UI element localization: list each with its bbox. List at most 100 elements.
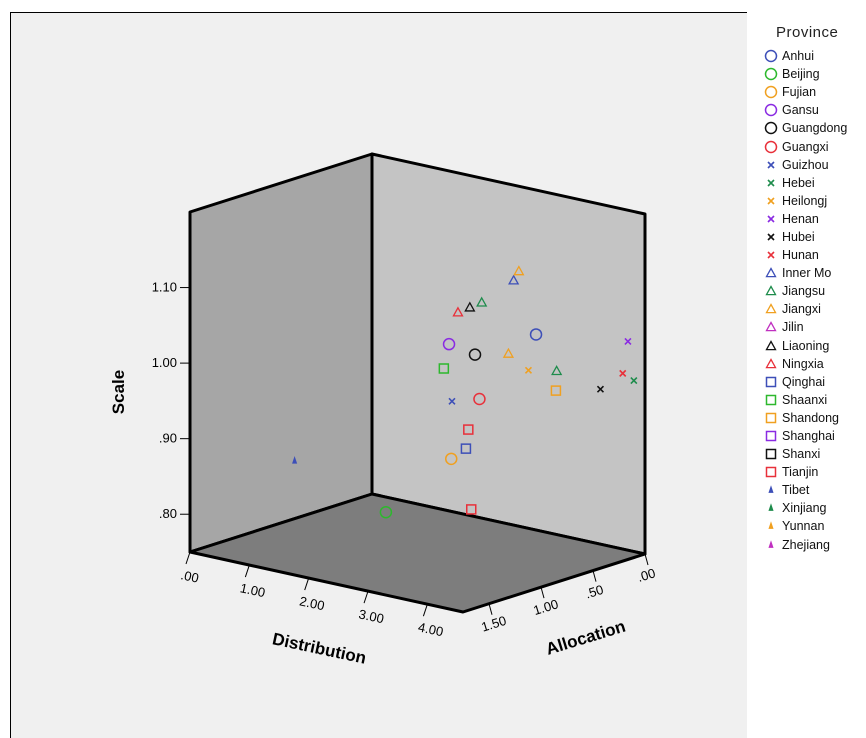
y-axis-label: Scale <box>109 370 128 414</box>
legend-item: Anhui <box>764 47 864 65</box>
legend-label: Hunan <box>782 248 819 263</box>
legend-item: Heilongj <box>764 192 864 210</box>
x-tick-label: 4.00 <box>417 619 445 639</box>
y-tick-label: .90 <box>159 431 177 446</box>
data-point <box>448 397 456 405</box>
legend-marker <box>765 376 777 387</box>
legend-marker <box>764 85 778 99</box>
legend-marker <box>764 122 778 135</box>
data-point <box>438 363 450 374</box>
legend-item: Gansu <box>764 101 864 119</box>
legend-marker <box>765 321 777 332</box>
legend-marker <box>765 448 777 460</box>
legend-label: Zhejiang <box>782 537 830 552</box>
legend-label: Henan <box>782 211 819 226</box>
x-tick <box>244 564 250 578</box>
scatter-3d-chart: .80 .90 1.00 1.10 .00 1.00 2.00 3.00 4.00 .00 .50 1… <box>109 152 657 668</box>
legend-marker <box>765 430 777 442</box>
legend-marker-icon <box>764 67 778 81</box>
legend-marker-icon <box>765 357 777 368</box>
legend-item: Guizhou <box>764 156 864 174</box>
data-point <box>442 337 456 351</box>
legend-item: Zhejiang <box>764 536 864 554</box>
legend-marker-icon <box>767 215 775 223</box>
legend-label: Jiangxi <box>782 302 821 317</box>
z-tick <box>488 603 493 615</box>
legend-item: Jiangsu <box>764 282 864 300</box>
legend-marker-icon <box>765 466 777 478</box>
legend-marker <box>767 197 775 205</box>
z-tick <box>644 553 649 566</box>
z-tick-label: .00 <box>635 565 657 585</box>
legend-marker <box>767 179 775 187</box>
legend-marker <box>767 233 775 241</box>
legend-marker-icon <box>764 49 778 63</box>
legend-item: Shanghai <box>764 427 864 445</box>
y-tick-label: .80 <box>159 506 177 521</box>
legend-marker-icon <box>765 430 777 442</box>
legend-marker <box>765 267 777 278</box>
legend-marker <box>768 539 774 548</box>
legend-label: Jiangsu <box>782 284 826 299</box>
y-tick-label: 1.00 <box>152 355 177 370</box>
legend-marker-icon <box>768 521 774 530</box>
legend-marker-icon <box>765 321 777 332</box>
legend-marker-icon <box>765 412 777 424</box>
legend-item: Shaanxi <box>764 391 864 409</box>
legend-item: Hebei <box>764 174 864 192</box>
data-point <box>624 337 632 346</box>
legend-item: Liaoning <box>764 337 864 355</box>
legend-item: Fujian <box>764 83 864 101</box>
legend-marker-icon <box>764 122 778 135</box>
legend-marker <box>764 49 778 63</box>
x-tick <box>185 551 191 565</box>
data-point <box>463 424 474 435</box>
x-tick-label: 2.00 <box>298 593 326 613</box>
legend-marker <box>765 466 777 478</box>
legend-title: Province <box>776 24 839 41</box>
legend-label: Guangxi <box>782 139 829 154</box>
legend-label: Shanghai <box>782 429 835 444</box>
data-point <box>466 504 477 515</box>
x-tick-label: 1.00 <box>239 580 267 600</box>
legend-label: Shandong <box>782 410 840 425</box>
legend-marker-icon <box>767 233 775 241</box>
legend-item: Hunan <box>764 246 864 264</box>
data-point <box>524 366 533 374</box>
legend-label: Qinghai <box>782 374 826 389</box>
legend-item: Henan <box>764 210 864 228</box>
data-point <box>502 347 515 358</box>
legend-marker-icon <box>764 85 778 99</box>
legend-marker <box>767 215 775 223</box>
data-point <box>473 392 486 406</box>
legend-marker-icon <box>765 303 777 314</box>
legend-label: Jilin <box>782 320 804 335</box>
legend-item: Jilin <box>764 318 864 336</box>
legend-item: Qinghai <box>764 373 864 391</box>
data-point <box>444 452 458 466</box>
legend-marker <box>765 285 777 296</box>
z-tick-label: 1.50 <box>479 613 508 635</box>
legend-item: Inner Mo <box>764 264 864 282</box>
data-point <box>452 306 464 317</box>
legend-marker-icon <box>767 251 775 259</box>
data-point <box>619 369 627 377</box>
legend-marker-icon <box>768 503 774 512</box>
legend-item: Guangdong <box>764 119 864 137</box>
data-point <box>292 456 298 464</box>
legend-marker-icon <box>764 140 778 153</box>
back-wall <box>370 152 647 556</box>
z-tick-label: 1.00 <box>531 596 560 618</box>
legend-marker <box>764 67 778 81</box>
legend-label: Beijing <box>782 67 820 82</box>
legend-marker-icon <box>767 161 775 169</box>
legend-item: Yunnan <box>764 517 864 535</box>
legend-label: Fujian <box>782 85 817 100</box>
legend-label: Yunnan <box>782 519 825 534</box>
legend-item: Shanxi <box>764 445 864 463</box>
data-point <box>460 443 472 454</box>
legend-label: Inner Mo <box>782 266 832 281</box>
data-point <box>513 265 525 276</box>
data-point <box>550 385 562 396</box>
legend-label: Xinjiang <box>782 501 827 516</box>
